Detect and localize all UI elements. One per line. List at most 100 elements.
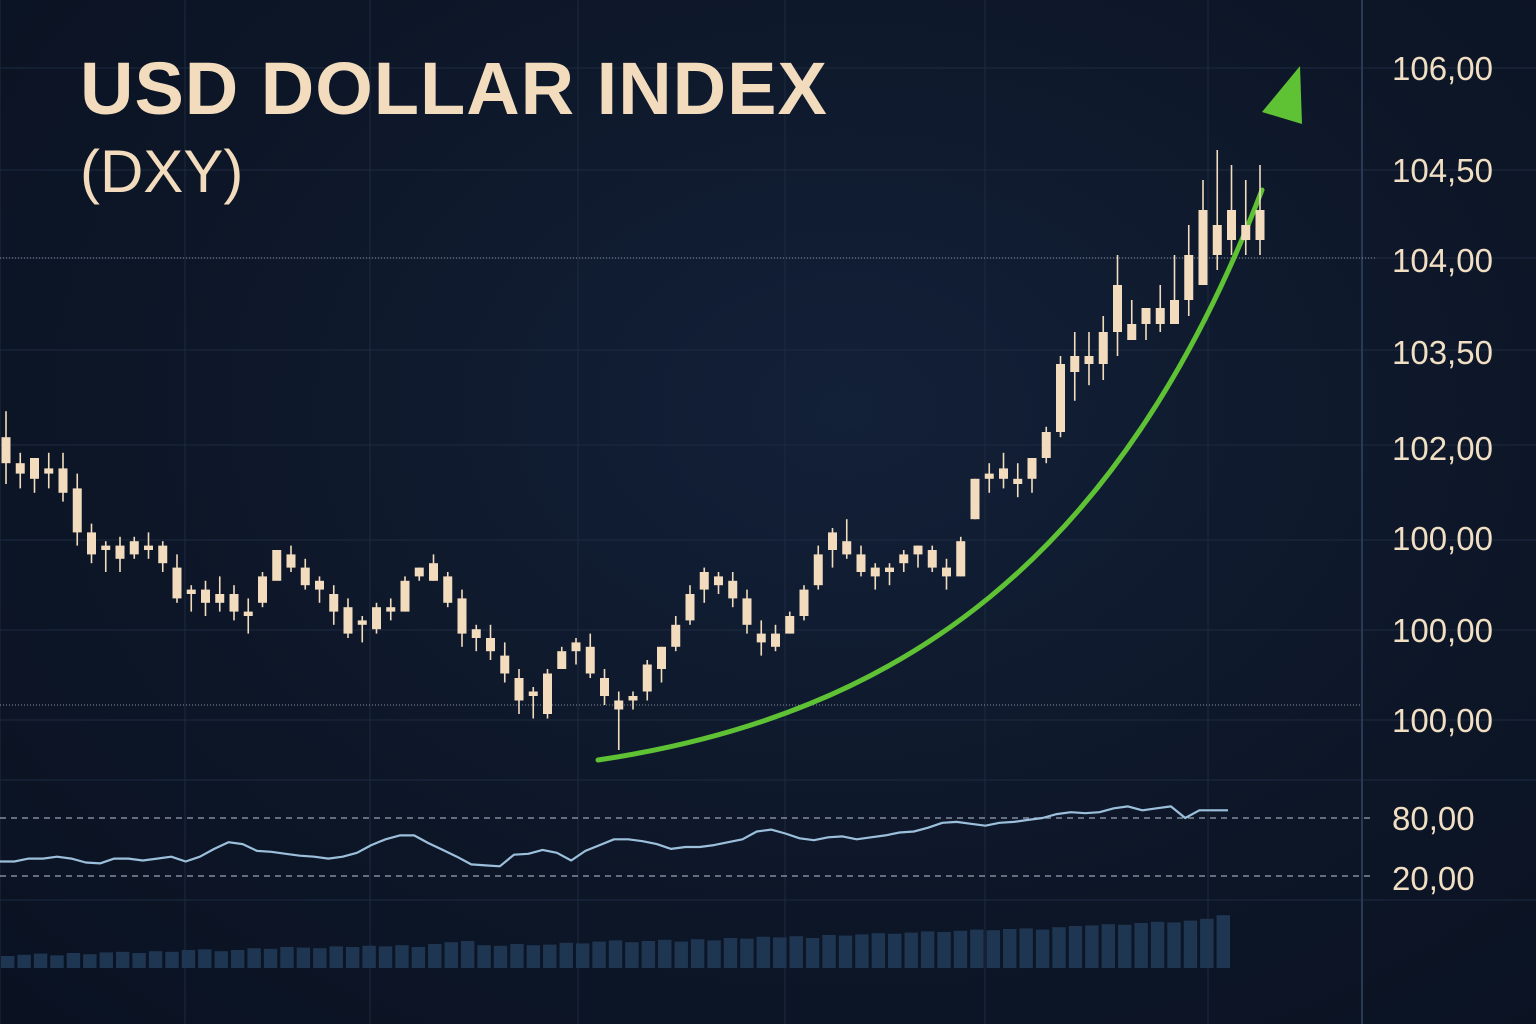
candle-body [315, 580, 324, 590]
volume-bar [296, 947, 311, 968]
volume-bar [740, 938, 754, 968]
oscillator-line [0, 805, 1228, 868]
candle-body [129, 541, 139, 555]
candle-body [286, 554, 296, 568]
volume-bar [543, 944, 557, 968]
volume-bar [280, 947, 294, 968]
candle-body [486, 638, 495, 652]
price-axis-label: 100,00 [1392, 612, 1493, 649]
trend-arrow-head [1262, 66, 1302, 124]
volume-bar [1068, 926, 1083, 968]
candle-body [386, 607, 396, 612]
candle-body [1184, 255, 1194, 300]
volume-bar [247, 948, 261, 968]
trend-arrow-line [595, 187, 1265, 763]
candle-body [642, 664, 652, 692]
oscillator-level-label: 80,00 [1392, 800, 1475, 837]
candle-body [215, 594, 225, 603]
candle-body [72, 488, 82, 533]
volume-bar [1183, 920, 1198, 968]
candle-body [1241, 225, 1251, 240]
volume-bar [477, 945, 491, 968]
volume-bar [888, 933, 902, 968]
volume-bar [33, 953, 48, 968]
candle-body [243, 611, 253, 616]
candle-body [728, 580, 738, 599]
volume-bar [575, 943, 590, 968]
candle-body [984, 473, 994, 479]
volume-bar [1101, 924, 1116, 968]
volume-bar [707, 940, 721, 968]
volume-bar [937, 932, 951, 968]
candle-body [258, 576, 267, 603]
candle-body [742, 598, 752, 625]
candle-body [799, 589, 809, 616]
candle-body [657, 646, 666, 669]
candle-body [1084, 356, 1094, 364]
price-axis-label: 100,00 [1392, 702, 1493, 739]
volume-bar [17, 954, 31, 968]
volume-bar [1052, 927, 1066, 968]
volume-bar [970, 929, 984, 968]
volume-bar [444, 942, 458, 968]
candle-body [714, 576, 723, 586]
volume-bar [986, 930, 1001, 968]
candle-body [856, 554, 866, 572]
volume-bar [690, 939, 705, 968]
candle-body [443, 576, 453, 603]
volume-bar [1118, 924, 1132, 968]
candle-body [571, 642, 581, 652]
price-axis-label: 104,50 [1392, 152, 1493, 189]
volume-bar [1035, 929, 1050, 968]
volume-bar [428, 944, 442, 968]
volume-bar [1085, 925, 1099, 968]
volume-bar [723, 938, 738, 968]
volume-bar [148, 951, 163, 968]
candle-body [528, 691, 538, 696]
oscillator [0, 805, 1228, 868]
candle-body [44, 468, 54, 474]
candle-body [557, 651, 567, 669]
candle-body [870, 567, 880, 577]
candle-body [885, 567, 894, 572]
candle-body [771, 633, 780, 647]
price-axis-label: 102,00 [1392, 430, 1493, 467]
candle-body [699, 572, 709, 590]
candle-body [1141, 308, 1151, 324]
volume-bar [559, 942, 573, 968]
volume-bar [378, 946, 393, 968]
volume-bar [592, 941, 606, 968]
candle-body [1155, 308, 1165, 324]
volume-bar [66, 953, 81, 968]
volume-bar [608, 940, 623, 968]
volume-bars [1, 915, 1230, 968]
candlesticks [1, 150, 1265, 750]
volume-bar [165, 951, 179, 968]
volume-bar [855, 934, 869, 968]
volume-bar [460, 941, 475, 968]
candle-body [201, 589, 210, 603]
candle-body [828, 532, 837, 550]
candle-body [1198, 210, 1208, 285]
trend-arrow [595, 66, 1302, 763]
volume-bar [263, 948, 278, 968]
candle-body [685, 594, 695, 621]
candle-body [970, 478, 980, 520]
candle-body [1027, 458, 1037, 479]
candle-body [343, 607, 353, 634]
price-axis-label: 103,50 [1392, 334, 1493, 371]
volume-bar [395, 945, 409, 968]
volume-bar [904, 932, 918, 968]
candle-body [229, 594, 239, 612]
candle-body [372, 607, 381, 630]
candle-body [101, 545, 111, 550]
candle-body [300, 567, 310, 586]
volume-bar [214, 951, 228, 968]
candle-body [500, 655, 510, 674]
candle-body [999, 468, 1008, 479]
volume-bar [493, 945, 508, 968]
volume-bar [329, 946, 343, 968]
candle-body [30, 458, 39, 479]
